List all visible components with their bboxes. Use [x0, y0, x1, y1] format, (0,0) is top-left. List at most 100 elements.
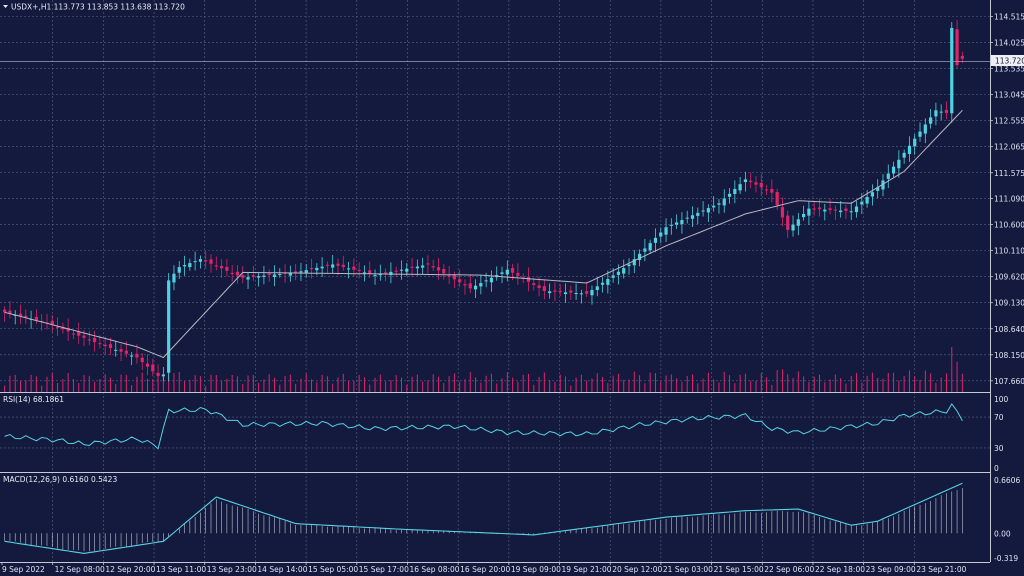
candle-body: [537, 285, 541, 288]
candle-body: [780, 207, 785, 218]
price-tick-label: 111.575: [994, 169, 1024, 178]
candle-body: [426, 263, 430, 265]
candle-body: [865, 196, 869, 204]
candle-body: [188, 263, 192, 268]
candle-body: [405, 268, 409, 272]
symbol-header: USDX+,H1 113.773 113.853 113.638 113.720: [11, 3, 185, 12]
candle-body: [563, 292, 568, 295]
candle-body: [585, 291, 589, 294]
candle-body: [124, 350, 128, 354]
candle-body: [569, 290, 573, 293]
candle-body: [193, 261, 197, 263]
candle-body: [817, 207, 822, 210]
candle-body: [939, 111, 943, 113]
candle-body: [648, 243, 652, 251]
price-axis: 114.515 114.025 113.535 113.045 112.555 112.0…: [990, 12, 1024, 563]
candle-body: [484, 280, 488, 282]
time-tick-label: 20 Sep 12:00: [612, 565, 662, 574]
candle-body: [950, 27, 954, 114]
candle-body: [844, 208, 848, 211]
candle-body: [373, 275, 377, 277]
candle-body: [108, 344, 113, 348]
time-tick-label: 15 Sep 05:00: [308, 565, 358, 574]
candle-body: [802, 213, 806, 218]
macd-header: MACD(12,26,9) 0.6160 0.5423: [3, 475, 117, 484]
candle-body: [881, 180, 885, 190]
rsi-tick-label: 70: [994, 413, 1004, 422]
candle-body: [357, 270, 361, 272]
candle-body: [421, 265, 425, 268]
candle-body: [637, 253, 642, 261]
candle-body: [553, 290, 557, 292]
candle-body: [870, 192, 875, 197]
candle-body: [299, 271, 303, 273]
candle-body: [230, 272, 234, 274]
candle-body: [685, 217, 689, 219]
candle-body: [770, 189, 774, 193]
candle-body: [913, 138, 917, 147]
candle-body: [399, 269, 404, 271]
candle-body: [198, 259, 203, 262]
candle-body: [394, 270, 398, 272]
candle-body: [675, 222, 679, 225]
time-tick-label: 15 Sep 17:00: [359, 565, 409, 574]
candle-body: [923, 124, 927, 134]
price-tick-label: 110.600: [994, 221, 1024, 230]
candle-body: [749, 180, 753, 183]
candle-body: [135, 353, 139, 358]
candle-body: [653, 237, 658, 243]
candle-body: [410, 266, 414, 268]
candle-body: [960, 55, 964, 59]
candle-body: [934, 110, 938, 117]
time-tick-label: 9 Sep 2022: [2, 565, 45, 574]
candle-body: [204, 260, 208, 262]
price-tick-label: 113.535: [994, 65, 1024, 74]
macd-tick-label: 0.6606: [994, 476, 1020, 485]
candle-body: [622, 268, 626, 274]
candle-body: [167, 280, 171, 373]
ma-path: [4, 109, 963, 359]
candle-body: [505, 269, 509, 275]
candle-body: [823, 209, 827, 212]
candle-body: [712, 205, 716, 208]
candle-body: [606, 279, 610, 285]
candle-body: [257, 276, 261, 278]
candle-body: [812, 208, 816, 210]
candle-body: [611, 275, 615, 278]
candle-body: [479, 283, 483, 287]
candle-body: [87, 339, 91, 341]
candle-body: [526, 276, 531, 282]
price-tick-label: 112.555: [994, 117, 1024, 126]
volume-bars: [4, 347, 963, 392]
candle-body: [468, 283, 472, 289]
candle-body: [304, 270, 308, 273]
candle-body: [632, 259, 636, 266]
candle-body: [431, 266, 435, 268]
candle-body: [145, 363, 150, 367]
price-tick-label: 109.130: [994, 299, 1024, 308]
candle-body: [140, 357, 144, 363]
candle-body: [828, 208, 832, 210]
time-tick-label: 19 Sep 09:00: [511, 565, 561, 574]
candle-body: [288, 272, 292, 276]
candle-body: [796, 219, 800, 226]
candle-body: [759, 182, 763, 188]
candle-body: [574, 293, 578, 295]
macd-signal-line: [4, 482, 963, 554]
candle-body: [320, 266, 324, 269]
rsi-header: RSI(14) 68.1861: [3, 395, 64, 404]
candle-body: [548, 291, 552, 294]
candle-body: [860, 201, 864, 205]
candle-body: [130, 355, 134, 357]
macd-tick-label: 0.00: [994, 529, 1011, 538]
macd-tick-label: -0.319: [994, 554, 1018, 563]
price-tick-label: 110.110: [994, 247, 1024, 256]
candle-body: [384, 272, 388, 274]
candle-body: [929, 117, 933, 124]
candle-body: [891, 166, 896, 174]
candle-body: [849, 211, 853, 213]
dropdown-triangle-icon[interactable]: [3, 5, 8, 8]
time-tick-label: 12 Sep 20:00: [105, 565, 155, 574]
candle-body: [876, 187, 880, 191]
rsi-line: [4, 402, 963, 450]
